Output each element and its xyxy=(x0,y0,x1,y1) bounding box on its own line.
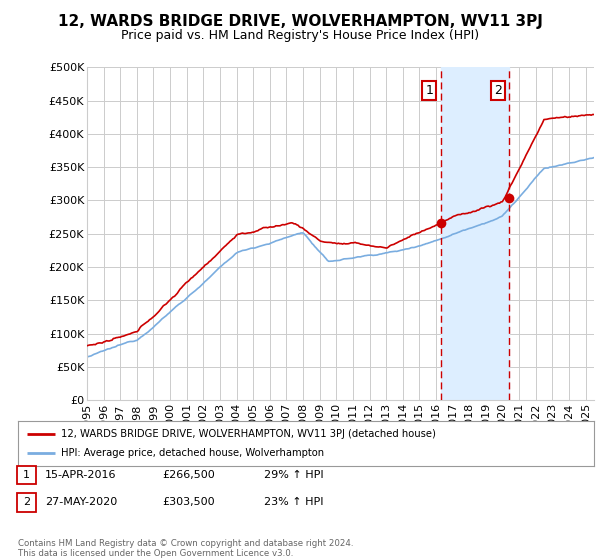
Text: £303,500: £303,500 xyxy=(162,497,215,507)
Bar xyxy=(441,67,509,400)
Text: 29% ↑ HPI: 29% ↑ HPI xyxy=(264,470,323,480)
Text: 2: 2 xyxy=(23,497,30,507)
Text: 2: 2 xyxy=(494,84,502,97)
Text: 12, WARDS BRIDGE DRIVE, WOLVERHAMPTON, WV11 3PJ: 12, WARDS BRIDGE DRIVE, WOLVERHAMPTON, W… xyxy=(58,14,542,29)
Text: 15-APR-2016: 15-APR-2016 xyxy=(45,470,116,480)
Text: 1: 1 xyxy=(23,470,30,480)
Text: 1: 1 xyxy=(425,84,433,97)
Text: Contains HM Land Registry data © Crown copyright and database right 2024.
This d: Contains HM Land Registry data © Crown c… xyxy=(18,539,353,558)
Text: 27-MAY-2020: 27-MAY-2020 xyxy=(45,497,117,507)
Text: Price paid vs. HM Land Registry's House Price Index (HPI): Price paid vs. HM Land Registry's House … xyxy=(121,29,479,42)
Text: 23% ↑ HPI: 23% ↑ HPI xyxy=(264,497,323,507)
Text: HPI: Average price, detached house, Wolverhampton: HPI: Average price, detached house, Wolv… xyxy=(61,449,325,459)
Text: 12, WARDS BRIDGE DRIVE, WOLVERHAMPTON, WV11 3PJ (detached house): 12, WARDS BRIDGE DRIVE, WOLVERHAMPTON, W… xyxy=(61,428,436,438)
Text: £266,500: £266,500 xyxy=(162,470,215,480)
